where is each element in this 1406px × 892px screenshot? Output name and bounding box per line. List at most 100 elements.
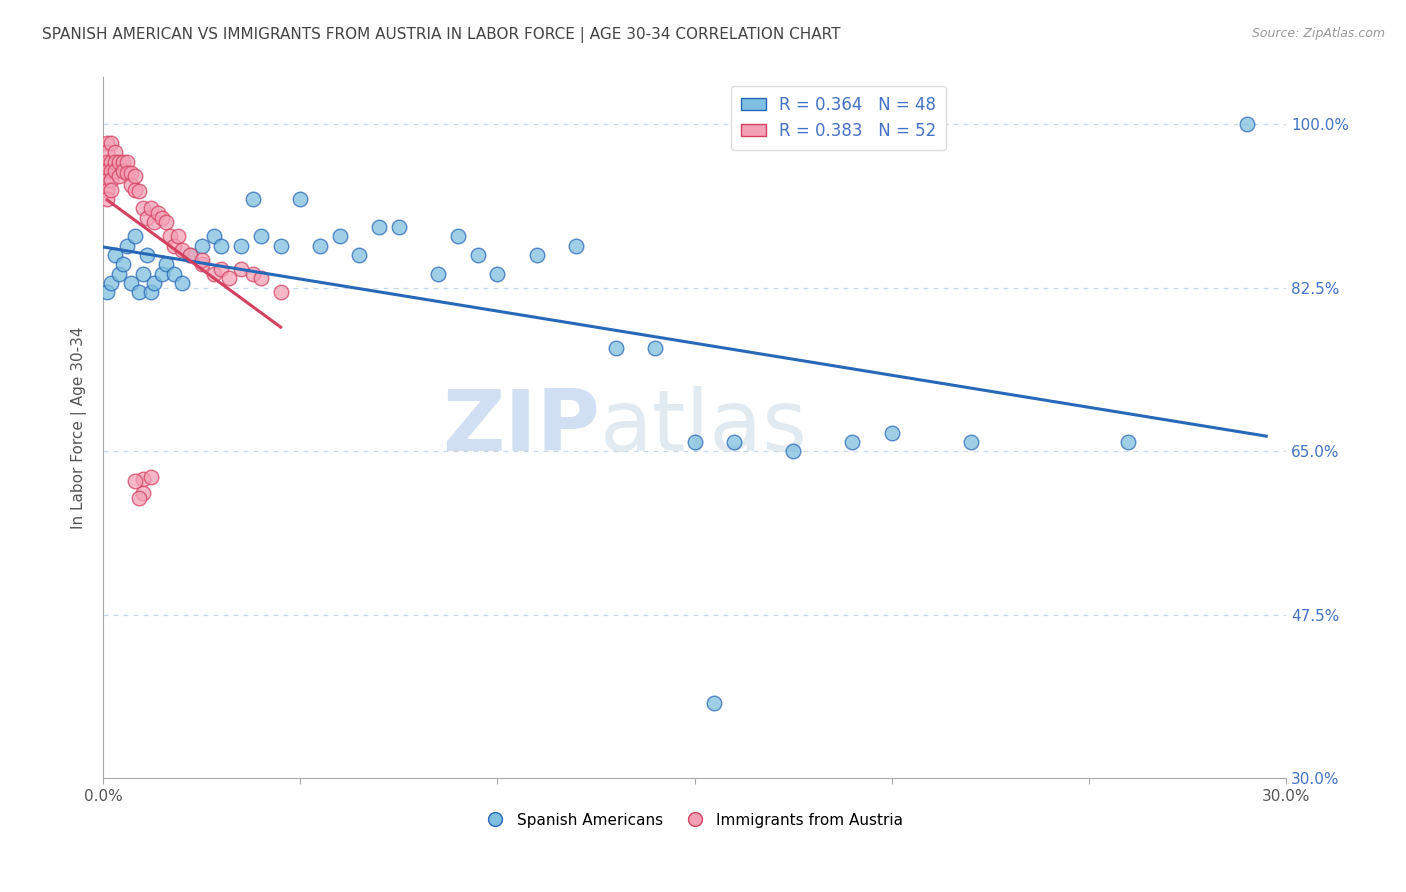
Point	[723, 434, 745, 449]
Point	[100, 154, 122, 169]
Point	[96, 136, 118, 150]
Point	[96, 285, 118, 300]
Point	[486, 267, 509, 281]
Point	[170, 276, 193, 290]
Point	[131, 201, 153, 215]
Point	[100, 136, 122, 150]
Point	[388, 219, 411, 234]
Point	[104, 154, 127, 169]
Point	[959, 434, 981, 449]
Point	[150, 267, 173, 281]
Point	[124, 183, 146, 197]
Point	[155, 215, 177, 229]
Text: atlas: atlas	[600, 386, 808, 469]
Y-axis label: In Labor Force | Age 30-34: In Labor Force | Age 30-34	[72, 326, 87, 529]
Point	[120, 178, 142, 192]
Point	[115, 238, 138, 252]
Point	[120, 166, 142, 180]
Point	[124, 169, 146, 183]
Point	[96, 192, 118, 206]
Text: SPANISH AMERICAN VS IMMIGRANTS FROM AUSTRIA IN LABOR FORCE | AGE 30-34 CORRELATI: SPANISH AMERICAN VS IMMIGRANTS FROM AUST…	[42, 27, 841, 43]
Point	[124, 474, 146, 488]
Point	[179, 248, 201, 262]
Point	[128, 185, 150, 199]
Point	[329, 229, 352, 244]
Point	[1236, 117, 1258, 131]
Point	[96, 173, 118, 187]
Point	[447, 229, 470, 244]
Point	[115, 166, 138, 180]
Point	[143, 276, 166, 290]
Point	[96, 154, 118, 169]
Point	[782, 444, 804, 458]
Point	[128, 285, 150, 300]
Point	[135, 211, 157, 225]
Point	[242, 192, 264, 206]
Point	[108, 169, 131, 183]
Point	[100, 173, 122, 187]
Point	[270, 238, 292, 252]
Point	[880, 425, 903, 440]
Point	[170, 244, 193, 258]
Point	[211, 238, 233, 252]
Point	[104, 248, 127, 262]
Point	[124, 229, 146, 244]
Point	[427, 267, 450, 281]
Point	[111, 164, 134, 178]
Point	[703, 697, 725, 711]
Point	[100, 276, 122, 290]
Legend: Spanish Americans, Immigrants from Austria: Spanish Americans, Immigrants from Austr…	[479, 806, 910, 834]
Point	[290, 192, 312, 206]
Point	[841, 434, 863, 449]
Point	[179, 248, 201, 262]
Point	[131, 472, 153, 486]
Point	[605, 342, 627, 356]
Point	[167, 229, 190, 244]
Point	[120, 276, 142, 290]
Point	[218, 271, 240, 285]
Point	[111, 154, 134, 169]
Point	[139, 201, 162, 215]
Point	[683, 434, 706, 449]
Point	[202, 229, 225, 244]
Point	[565, 238, 588, 252]
Point	[108, 267, 131, 281]
Point	[349, 248, 371, 262]
Point	[100, 183, 122, 197]
Point	[148, 206, 170, 220]
Point	[104, 145, 127, 160]
Point	[270, 285, 292, 300]
Point	[644, 342, 666, 356]
Point	[131, 486, 153, 500]
Point	[231, 262, 253, 277]
Point	[191, 238, 214, 252]
Point	[191, 257, 214, 271]
Point	[139, 470, 162, 484]
Point	[155, 257, 177, 271]
Point	[163, 267, 186, 281]
Point	[131, 267, 153, 281]
Point	[242, 267, 264, 281]
Point	[159, 229, 181, 244]
Point	[309, 238, 332, 252]
Point	[115, 154, 138, 169]
Point	[191, 252, 214, 267]
Point	[211, 262, 233, 277]
Point	[250, 271, 273, 285]
Point	[96, 183, 118, 197]
Point	[150, 211, 173, 225]
Point	[139, 285, 162, 300]
Point	[100, 164, 122, 178]
Point	[135, 248, 157, 262]
Point	[96, 145, 118, 160]
Text: Source: ZipAtlas.com: Source: ZipAtlas.com	[1251, 27, 1385, 40]
Point	[467, 248, 489, 262]
Point	[111, 257, 134, 271]
Point	[202, 267, 225, 281]
Point	[250, 229, 273, 244]
Point	[231, 238, 253, 252]
Point	[143, 215, 166, 229]
Point	[104, 164, 127, 178]
Point	[368, 219, 391, 234]
Point	[128, 491, 150, 505]
